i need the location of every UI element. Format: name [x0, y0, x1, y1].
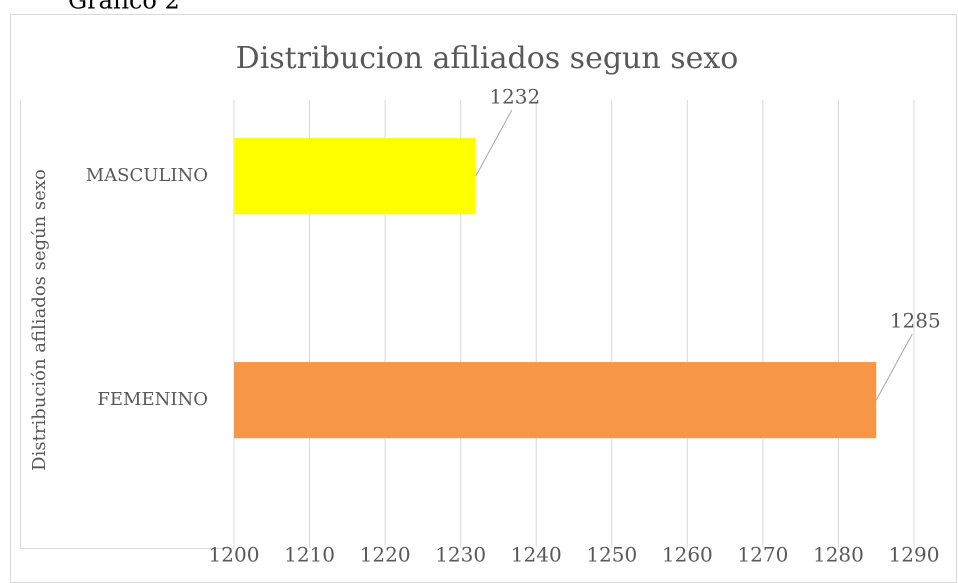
x-tick-label: 1210: [284, 543, 335, 567]
x-tick-label: 1240: [511, 543, 562, 567]
caption: Gráfico 2: [68, 0, 180, 15]
leader-line: [475, 109, 513, 177]
y-axis-label: Distribución afiliados según sexo: [29, 169, 50, 471]
x-tick-label: 1280: [813, 543, 864, 567]
category-label: FEMENINO: [97, 389, 208, 410]
x-tick-label: 1270: [737, 543, 788, 567]
chart-frame: [10, 14, 957, 583]
leader-line: [875, 333, 913, 401]
axis-box: [20, 100, 234, 549]
x-tick-label: 1260: [662, 543, 713, 567]
data-label: 1285: [890, 309, 941, 333]
x-tick-label: 1200: [209, 543, 260, 567]
chart-title: Distribucion afiliados segun sexo: [236, 41, 739, 76]
bar: [234, 138, 476, 215]
x-tick-label: 1290: [889, 543, 940, 567]
x-tick-label: 1250: [586, 543, 637, 567]
x-tick-label: 1220: [360, 543, 411, 567]
data-label: 1232: [489, 85, 540, 109]
x-tick-label: 1230: [435, 543, 486, 567]
bar: [234, 362, 877, 439]
category-label: MASCULINO: [86, 165, 208, 186]
